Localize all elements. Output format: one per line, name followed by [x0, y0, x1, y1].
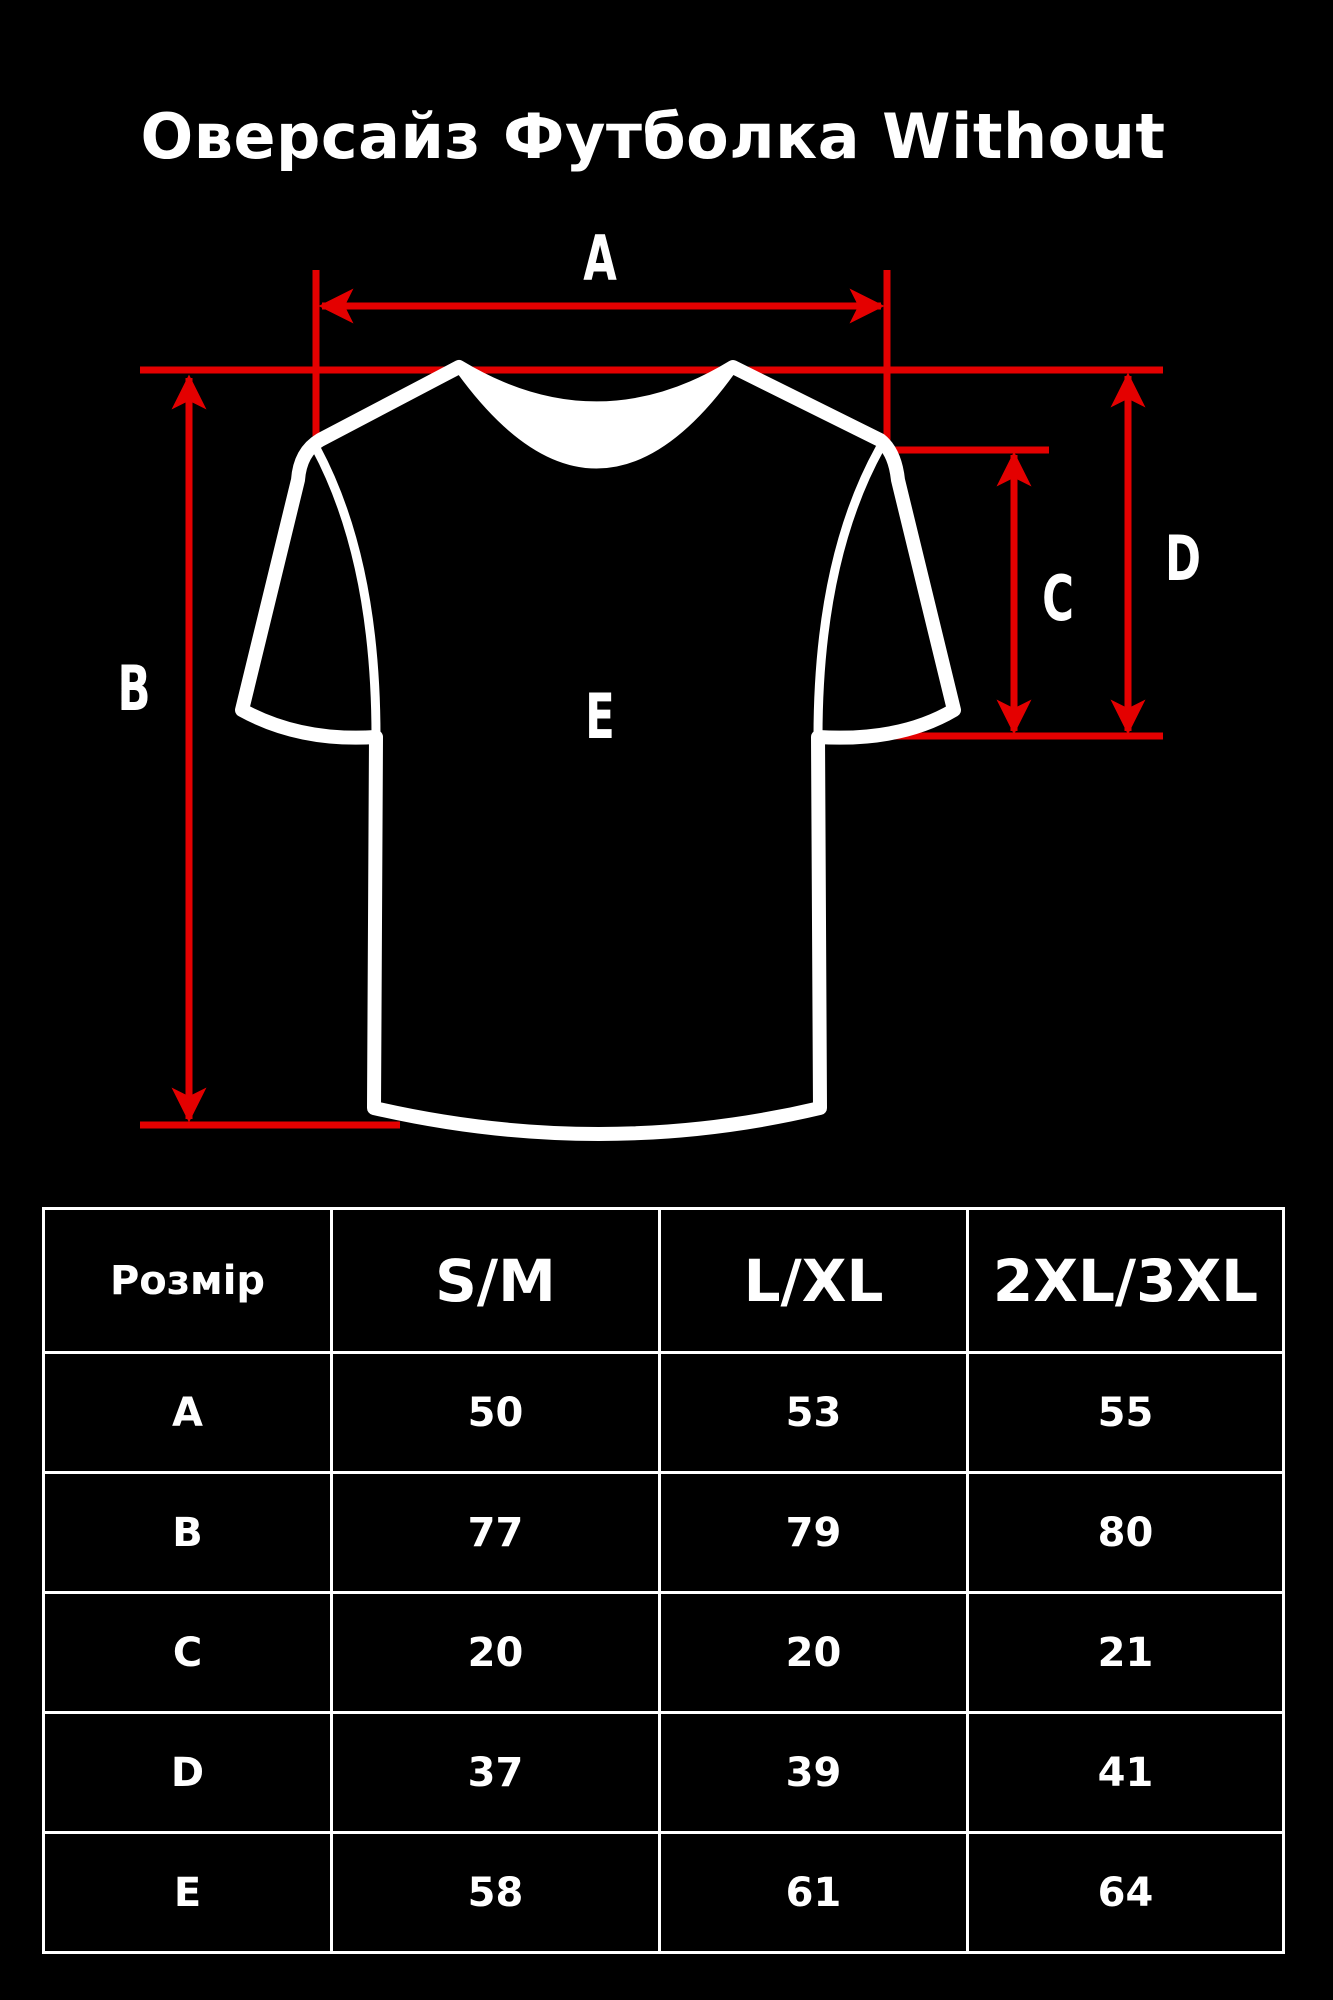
table-header-row: Розмір S/M L/XL 2XL/3XL — [42, 1207, 1285, 1354]
row-label: A — [42, 1351, 333, 1474]
table-cell: 53 — [658, 1351, 969, 1474]
row-label: B — [42, 1471, 333, 1594]
table-cell: 41 — [966, 1711, 1285, 1834]
table-cell: 39 — [658, 1711, 969, 1834]
table-cell: 77 — [330, 1471, 661, 1594]
table-row: A 50 53 55 — [42, 1351, 1285, 1474]
label-b: B — [117, 652, 150, 725]
table-cell: 55 — [966, 1351, 1285, 1474]
table-row: D 37 39 41 — [42, 1711, 1285, 1834]
table-cell: 80 — [966, 1471, 1285, 1594]
label-c: C — [1042, 562, 1074, 635]
table-row: C 20 20 21 — [42, 1591, 1285, 1714]
table-cell: 64 — [966, 1831, 1285, 1954]
shirt-collar — [454, 362, 738, 469]
table-row: B 77 79 80 — [42, 1471, 1285, 1594]
label-a: A — [583, 222, 617, 295]
label-d: D — [1165, 522, 1201, 595]
table-cell: 21 — [966, 1591, 1285, 1714]
table-cell: 20 — [330, 1591, 661, 1714]
tshirt-measurement-diagram: A B C D E — [117, 222, 1201, 1141]
right-sleeve-seam — [813, 445, 884, 738]
table-cell: 58 — [330, 1831, 661, 1954]
row-label: C — [42, 1591, 333, 1714]
header-cell: 2XL/3XL — [966, 1207, 1285, 1354]
page-title: Оверсайз Футболка Without — [140, 100, 1166, 173]
header-cell: Розмір — [42, 1207, 333, 1354]
table-row: E 58 61 64 — [42, 1831, 1285, 1954]
size-table: Розмір S/M L/XL 2XL/3XL A 50 53 55 B 77 … — [42, 1207, 1285, 1954]
table-cell: 61 — [658, 1831, 969, 1954]
row-label: E — [42, 1831, 333, 1954]
table-cell: 20 — [658, 1591, 969, 1714]
table-cell: 50 — [330, 1351, 661, 1474]
tshirt-outline — [235, 360, 961, 1141]
label-e: E — [585, 680, 615, 753]
left-sleeve-seam — [312, 445, 381, 738]
header-cell: L/XL — [658, 1207, 969, 1354]
row-label: D — [42, 1711, 333, 1834]
table-cell: 79 — [658, 1471, 969, 1594]
table-cell: 37 — [330, 1711, 661, 1834]
header-cell: S/M — [330, 1207, 661, 1354]
